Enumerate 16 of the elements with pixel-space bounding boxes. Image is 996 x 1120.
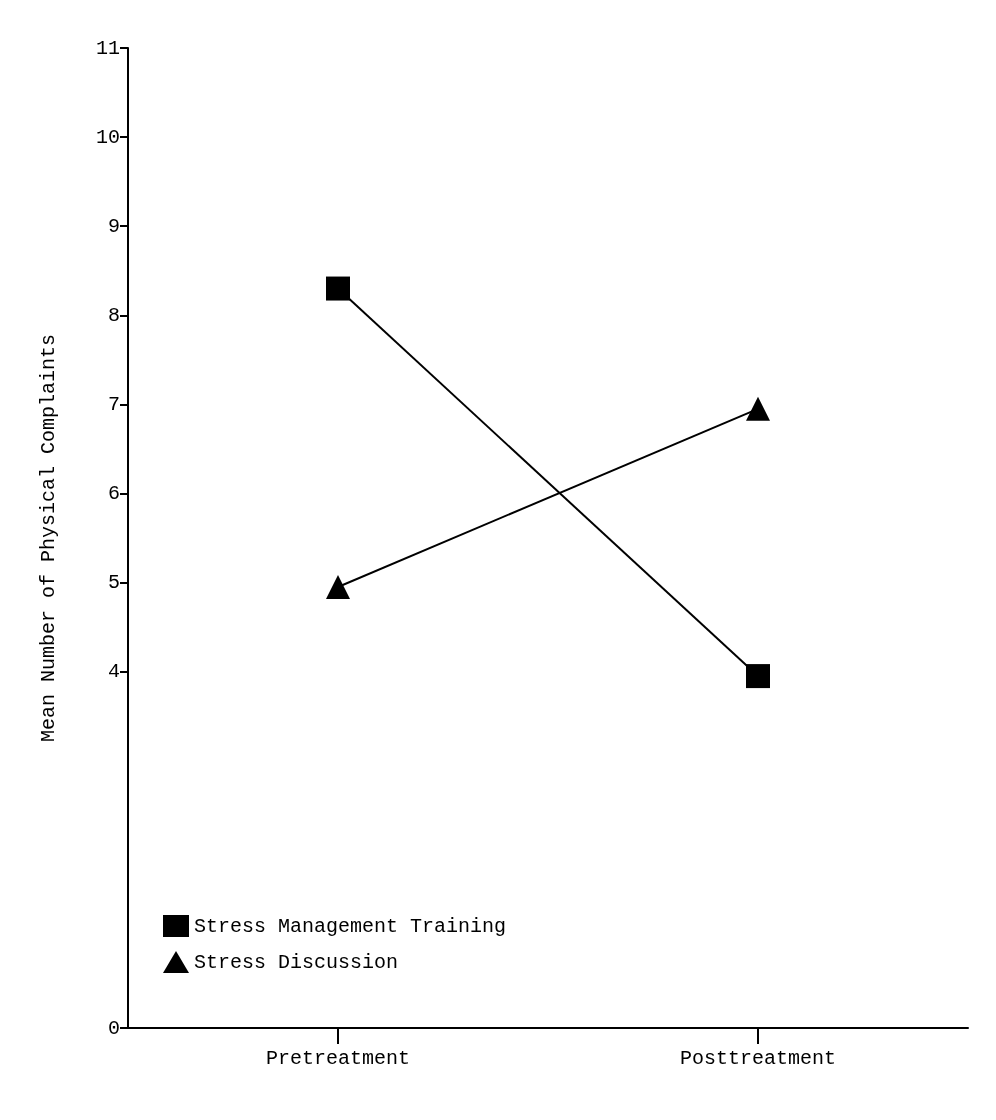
y-tick-label: 9 <box>107 214 120 238</box>
y-tick-label: 4 <box>107 660 120 684</box>
y-tick-label: 11 <box>95 36 120 60</box>
y-axis-title: Mean Number of Physical Complaints <box>36 333 60 743</box>
point <box>326 276 350 301</box>
y-tick-label: 10 <box>95 125 120 149</box>
legend-label: Stress Management Training <box>194 914 507 938</box>
y-tick-label: 5 <box>107 571 120 595</box>
x-tick-label: Posttreatment <box>679 1046 837 1070</box>
legend-label: Stress Discussion <box>194 950 399 974</box>
point <box>746 664 770 689</box>
y-tick-label: 0 <box>107 1016 120 1040</box>
y-tick-label: 7 <box>107 392 120 416</box>
y-tick-label: 6 <box>107 481 120 505</box>
x-tick-label: Pretreatment <box>265 1046 411 1070</box>
y-tick-label: 8 <box>107 303 120 327</box>
